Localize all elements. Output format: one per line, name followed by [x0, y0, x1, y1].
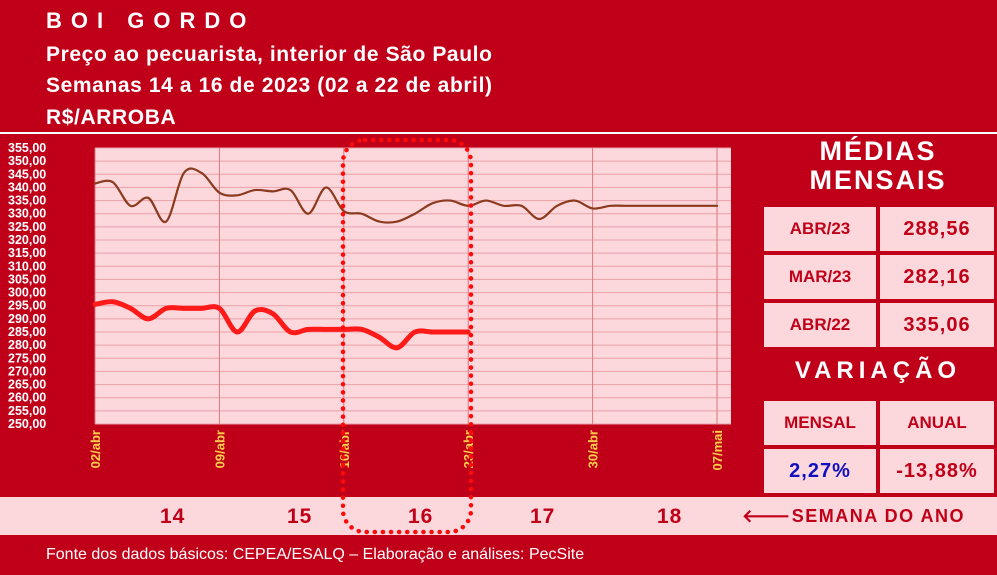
y-tick-label: 355,00 — [8, 141, 46, 155]
week-of-year-text: SEMANA DO ANO — [791, 506, 965, 526]
x-tick-label: 02/abr — [88, 430, 103, 468]
x-tick-label: 07/mai — [710, 430, 725, 470]
plot-area — [95, 148, 731, 424]
unit-label: R$/ARROBA — [46, 106, 177, 129]
page-title: BOI GORDO — [46, 8, 256, 33]
y-tick-label: 255,00 — [8, 404, 46, 418]
footer: Fonte dos dados básicos: CEPEA/ESALQ – E… — [0, 537, 997, 575]
y-tick-label: 320,00 — [8, 233, 46, 247]
avg-value-mar23: 282,16 — [880, 255, 994, 299]
avg-value-abr22: 335,06 — [880, 303, 994, 347]
week-14: 14 — [160, 505, 186, 528]
x-tick-label: 23/abr — [461, 430, 476, 468]
y-tick-label: 340,00 — [8, 180, 46, 194]
y-tick-label: 265,00 — [8, 378, 46, 392]
x-tick-label: 09/abr — [212, 430, 227, 468]
variation-annual-value: -13,88% — [880, 449, 994, 493]
averages-title-line-2: MENSAIS — [809, 165, 947, 195]
variation-monthly-value: 2,27% — [764, 449, 876, 493]
x-axis-tick-labels: 02/abr 09/abr 16/abr 23/abr 30/abr 07/mai — [88, 430, 725, 470]
x-tick-label: 30/abr — [586, 430, 601, 468]
y-tick-label: 280,00 — [8, 338, 46, 352]
avg-label-abr22: ABR/22 — [764, 303, 876, 347]
variation-monthly-label: MENSAL — [764, 401, 876, 445]
avg-label-mar23: MAR/23 — [764, 255, 876, 299]
week-18: 18 — [657, 505, 683, 528]
header-divider — [0, 132, 997, 134]
y-tick-label: 310,00 — [8, 259, 46, 273]
averages-title: MÉDIAS MENSAIS — [760, 137, 996, 195]
week-number-bar: 14 15 16 17 18 🡐SEMANA DO ANO — [0, 497, 997, 535]
y-tick-label: 325,00 — [8, 220, 46, 234]
avg-label-abr23: ABR/23 — [764, 207, 876, 251]
y-tick-label: 260,00 — [8, 391, 46, 405]
week-15: 15 — [287, 505, 313, 528]
y-tick-label: 335,00 — [8, 194, 46, 208]
y-tick-label: 350,00 — [8, 154, 46, 168]
subtitle-line-1: Preço ao pecuarista, interior de São Pau… — [46, 43, 493, 66]
subtitle-line-2: Semanas 14 a 16 de 2023 (02 a 22 de abri… — [46, 74, 493, 97]
header: BOI GORDO Preço ao pecuarista, interior … — [0, 0, 997, 133]
y-tick-label: 270,00 — [8, 364, 46, 378]
y-tick-label: 290,00 — [8, 312, 46, 326]
y-tick-label: 330,00 — [8, 207, 46, 221]
y-axis-tick-labels: 355,00350,00345,00340,00335,00330,00325,… — [8, 141, 46, 431]
y-tick-label: 275,00 — [8, 351, 46, 365]
y-tick-label: 315,00 — [8, 246, 46, 260]
price-line-chart: 355,00350,00345,00340,00335,00330,00325,… — [8, 141, 731, 470]
arrow-left-icon: 🡐 — [742, 506, 792, 526]
week-17: 17 — [530, 505, 556, 528]
week-16: 16 — [408, 505, 434, 528]
week-of-year-label: 🡐SEMANA DO ANO — [742, 506, 965, 527]
x-tick-label: 16/abr — [337, 430, 352, 468]
averages-title-line-1: MÉDIAS — [819, 136, 937, 166]
y-tick-label: 285,00 — [8, 325, 46, 339]
monthly-averages-panel: MÉDIAS MENSAIS ABR/23 288,56 MAR/23 282,… — [760, 135, 996, 493]
y-tick-label: 305,00 — [8, 272, 46, 286]
y-tick-label: 250,00 — [8, 417, 46, 431]
source-note: Fonte dos dados básicos: CEPEA/ESALQ – E… — [46, 546, 585, 563]
avg-value-abr23: 288,56 — [880, 207, 994, 251]
y-tick-label: 295,00 — [8, 299, 46, 313]
chart-panel: 355,00 350,00 345,00 340,00 335,00 330,00 325,… — [4, 135, 756, 493]
y-tick-label: 300,00 — [8, 286, 46, 300]
variation-annual-label: ANUAL — [880, 401, 994, 445]
y-tick-label: 345,00 — [8, 167, 46, 181]
variation-title: VARIAÇÃO — [794, 357, 962, 384]
